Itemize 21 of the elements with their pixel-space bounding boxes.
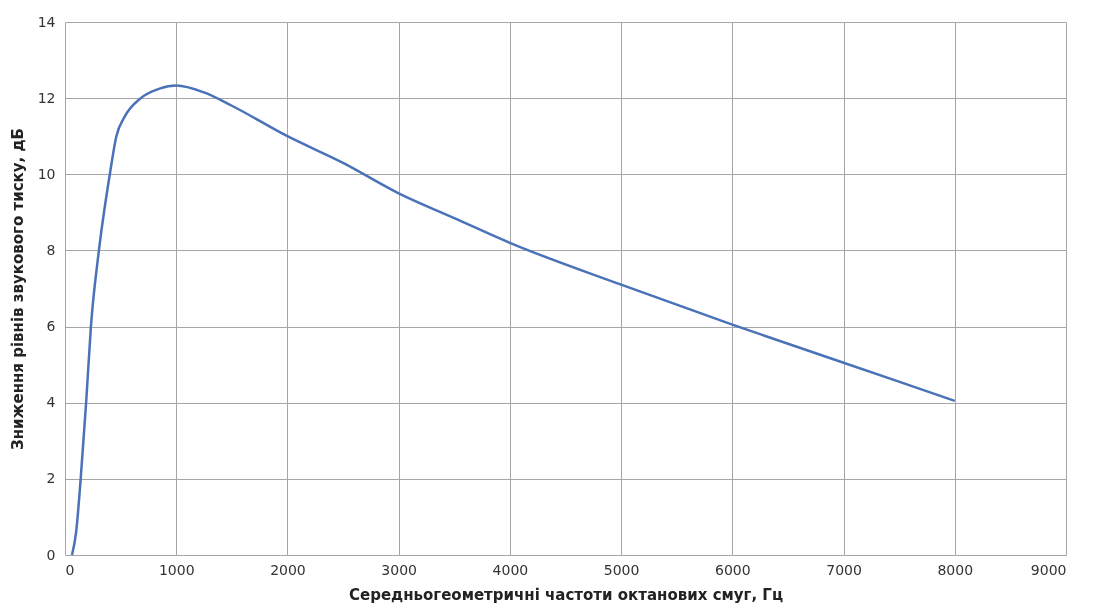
x-tick-label: 1000 [158,561,195,578]
x-tick-label: 8000 [937,561,974,578]
x-tick-label: 3000 [381,561,417,578]
y-tick-label: 12 [37,89,56,106]
y-tick-label: 2 [46,470,56,487]
y-axis-title: Зниження рівнів звукового тиску, дБ [8,128,27,450]
line-series [70,84,957,557]
y-tick-label: 4 [46,394,56,411]
x-tick-label: 9000 [1030,561,1067,578]
x-axis-title: Середньогеометричні частоти октанових смуг, Гц [348,585,784,604]
y-tick-label: 8 [46,241,56,258]
x-tick-label: 7000 [826,561,862,578]
y-tick-label: 14 [37,13,56,30]
x-tick-label: 0 [65,561,75,578]
x-tick-label: 5000 [603,561,640,578]
x-tick-label: 2000 [270,561,306,578]
y-tick-label: 6 [46,318,56,335]
x-tick-label: 4000 [492,561,529,578]
y-tick-label: 0 [46,546,56,563]
x-tick-label: 6000 [715,561,751,578]
y-tick-label: 10 [37,165,56,182]
